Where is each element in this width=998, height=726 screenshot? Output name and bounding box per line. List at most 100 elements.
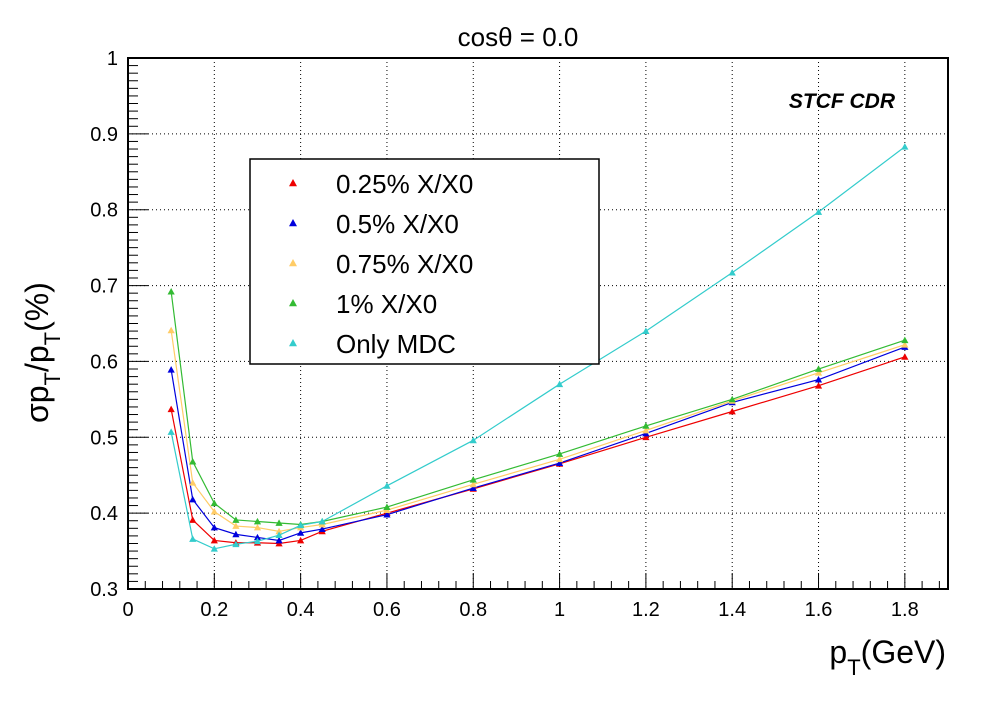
x-axis-title-sub: T [847,655,860,680]
data-point [642,422,650,429]
data-point [210,523,218,531]
y-axis-title-suffix: (%) [19,282,55,332]
tick-labels: 0 0.2 0.4 0.6 0.8 1 1.2 1.4 1.6 1.8 0.3 0.4 0.5 0.6 0.… [90,48,919,621]
series-1 [167,343,909,544]
data-point [275,519,283,526]
y-tick-label: 0.8 [90,200,118,222]
x-tick-label: 1 [554,599,565,621]
data-point [318,525,326,532]
data-point [814,365,823,372]
x-tick-label: 1.4 [718,599,746,621]
data-point [275,531,283,539]
chart-title: cosθ = 0.0 [458,22,579,52]
legend-marker [289,219,297,227]
data-point [253,523,262,531]
series-line [170,346,906,542]
data-point [814,382,823,389]
data-point [901,336,909,344]
data-point [469,484,477,491]
legend-label: 1% X/X0 [336,289,437,319]
data-point [814,376,823,383]
y-tick-label: 0.5 [90,427,118,449]
data-point [728,407,736,415]
data-point [901,143,909,150]
data-point [728,269,736,276]
y-tick-label: 0.3 [90,579,118,601]
annotation-label: STCF CDR [789,90,896,113]
data-point [814,208,823,215]
y-axis-title-p: p [19,385,55,403]
data-point [253,517,262,525]
data-point [189,516,197,523]
x-tick-label: 0.6 [373,599,401,621]
data-point [189,535,197,542]
x-axis-title: pT(GeV) [829,634,946,680]
series-4 [167,143,909,552]
data-point [167,366,175,373]
data-point [189,495,197,503]
data-point [469,436,477,444]
axis-ticks [127,57,940,590]
x-tick-label: 0.4 [287,599,315,621]
data-point [253,537,262,545]
data-point [728,395,736,403]
legend-label: 0.25% X/X0 [336,169,473,199]
x-axis-title-suffix: (GeV) [861,634,946,670]
legend-box [249,158,600,365]
data-point [167,288,175,295]
legend-marker [289,299,297,307]
legend-label: 0.5% X/X0 [336,209,459,239]
y-axis-title-slash: /p [19,345,55,372]
data-point [318,517,326,525]
data-point [469,480,477,488]
data-point [297,529,305,536]
data-point [383,503,391,510]
data-point [383,511,391,518]
data-point [253,533,262,541]
y-axis-title-sub2: T [40,332,65,345]
data-point [297,536,305,544]
data-point [555,455,564,463]
data-point [210,499,218,507]
x-tick-label: 0.2 [200,599,228,621]
data-point [901,353,909,360]
series-0 [167,353,909,547]
y-tick-label: 1 [107,48,118,70]
legend: 0.25% X/X0 0.5% X/X0 0.75% X/X0 1% X/X0 Only… [249,158,600,365]
series-line [170,356,906,545]
x-tick-label: 1.8 [891,599,919,621]
y-tick-label: 0.7 [90,276,118,298]
x-axis-title-main: p [829,634,847,670]
data-point [555,380,564,388]
legend-marker [289,179,297,187]
legend-marker [289,259,297,267]
data-point [297,521,305,529]
data-point [642,426,650,434]
data-point [210,545,218,552]
y-tick-label: 0.6 [90,351,118,373]
data-point [210,508,218,515]
data-point [383,482,391,489]
y-axis-title-sigma: σ [19,403,55,423]
legend-marker [289,339,297,347]
data-point [275,527,283,535]
data-point [167,405,175,413]
x-tick-label: 1.6 [805,599,833,621]
y-axis-title: σpT/pT(%) [19,282,65,423]
data-series [167,143,909,552]
y-tick-label: 0.9 [90,124,118,146]
data-point [232,530,240,538]
x-tick-label: 1.2 [632,599,660,621]
data-point [814,369,823,376]
data-point [232,540,240,548]
data-point [555,450,564,457]
legend-label: Only MDC [336,329,456,359]
y-tick-label: 0.4 [90,503,118,525]
data-point [642,433,650,441]
data-point [555,459,564,466]
data-point [275,536,283,544]
data-point [469,476,477,483]
data-point [232,522,240,529]
data-point [189,479,197,486]
x-tick-label: 0 [122,599,133,621]
